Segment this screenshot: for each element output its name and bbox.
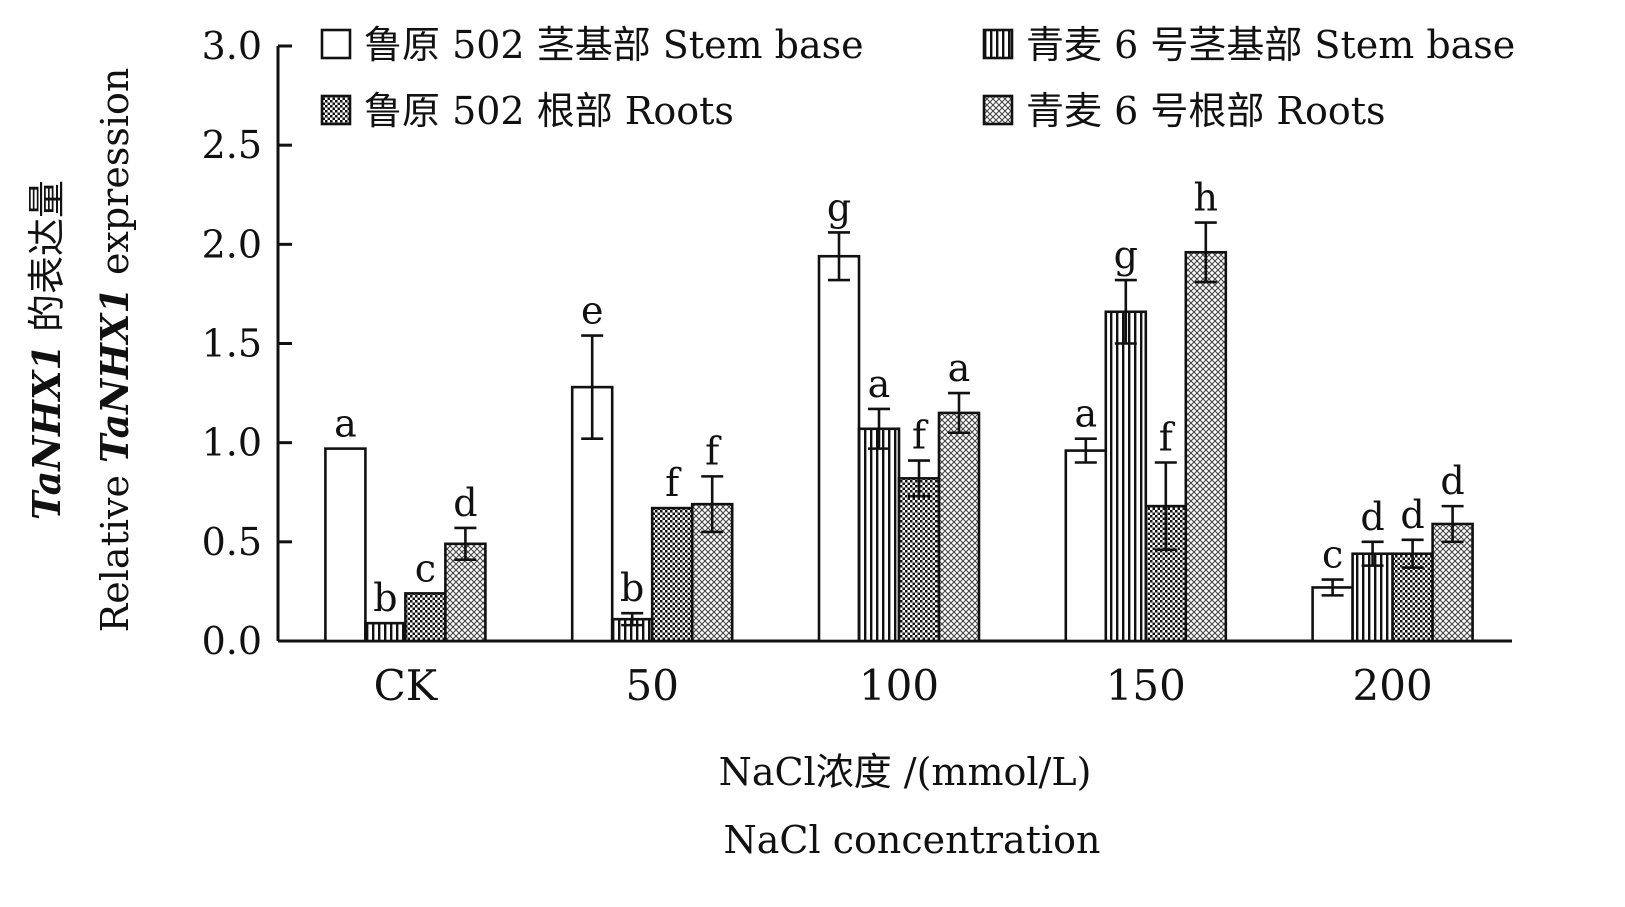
y-axis-title-cn-italic: TaNHX1 xyxy=(24,344,69,520)
bar xyxy=(817,254,861,643)
significance-letter: c xyxy=(415,546,436,590)
x-axis-title-en: NaCl concentration xyxy=(724,818,1101,862)
significance-letter: h xyxy=(1194,176,1218,220)
y-tick-label: 0.5 xyxy=(202,520,262,564)
bar xyxy=(1104,310,1148,643)
category-labels: CK 50 100 150 200 xyxy=(374,661,1433,710)
legend-label: 青麦 6 号茎基部 Stem base xyxy=(1026,23,1515,67)
significance-letter: c xyxy=(1322,533,1343,577)
legend: 鲁原 502 茎基部 Stem base 青麦 6 号茎基部 Stem base 鲁… xyxy=(320,23,1515,133)
significance-letter: e xyxy=(581,289,604,333)
significance-letter: b xyxy=(373,576,397,620)
significance-letter: a xyxy=(948,346,971,390)
legend-label: 青麦 6 号根部 Roots xyxy=(1026,89,1386,133)
y-ticks: 0.0 0.5 1.0 1.5 2.0 2.5 3.0 xyxy=(202,24,292,663)
x-tick-label: 150 xyxy=(1106,661,1186,710)
bar xyxy=(324,447,367,643)
significance-letter: d xyxy=(1360,495,1384,539)
y-axis-title-cn-text: 的表达量 xyxy=(25,180,69,344)
x-tick-label: 50 xyxy=(625,661,678,710)
bar xyxy=(857,427,901,643)
x-tick-label: 200 xyxy=(1353,661,1433,710)
significance-letter: d xyxy=(1440,459,1464,503)
x-tick-label: CK xyxy=(374,661,439,710)
y-tick-label: 2.0 xyxy=(202,222,262,266)
y-axis-title: TaNHX1 的表达量 xyxy=(24,180,69,520)
y-axis-title-en-suffix: expression xyxy=(93,68,137,287)
bar xyxy=(1184,250,1228,643)
y-tick-label: 3.0 xyxy=(202,24,262,68)
significance-letter: f xyxy=(912,414,929,458)
y-tick-label: 2.5 xyxy=(202,123,262,167)
significance-letter: g xyxy=(1114,233,1138,277)
bar xyxy=(404,592,447,643)
significance-letter: g xyxy=(827,185,851,229)
bar xyxy=(570,385,614,643)
svg-text:TaNHX1 的表达量: TaNHX1 的表达量 xyxy=(24,180,69,520)
bar xyxy=(1351,552,1394,643)
bar xyxy=(650,506,694,643)
bar xyxy=(364,621,407,643)
legend-label: 鲁原 502 茎基部 Stem base xyxy=(364,23,864,67)
significance-letter: f xyxy=(665,461,682,505)
y-tick-label: 1.0 xyxy=(202,421,262,465)
significance-letter: d xyxy=(453,481,477,525)
y-axis-title-en: Relative TaNHX1 expression xyxy=(92,68,137,633)
legend-swatch xyxy=(320,28,352,60)
significance-letter: f xyxy=(1159,416,1176,460)
y-axis-title-en-prefix: Relative xyxy=(93,463,137,632)
significance-letter: a xyxy=(334,402,357,446)
legend-swatch xyxy=(320,94,352,126)
y-tick-label: 0.0 xyxy=(202,619,262,663)
significance-letter: b xyxy=(620,566,644,610)
significance-letter: a xyxy=(1074,392,1097,436)
legend-label: 鲁原 502 根部 Roots xyxy=(364,89,734,133)
x-tick-label: 100 xyxy=(859,661,939,710)
legend-swatch xyxy=(982,28,1014,60)
y-axis-title-en-italic: TaNHX1 xyxy=(92,287,137,463)
significance-letter: a xyxy=(868,362,891,406)
bar xyxy=(897,477,941,643)
x-axis-title-cn: NaCl浓度 /(mmol/L) xyxy=(719,750,1092,794)
significance-letter: d xyxy=(1400,493,1424,537)
legend-swatch xyxy=(982,94,1014,126)
y-tick-label: 1.5 xyxy=(202,322,262,366)
svg-text:Relative TaNHX1 expression: Relative TaNHX1 expression xyxy=(92,68,137,633)
bar xyxy=(1064,449,1108,643)
bar xyxy=(937,411,981,643)
significance-letter: f xyxy=(705,429,722,473)
